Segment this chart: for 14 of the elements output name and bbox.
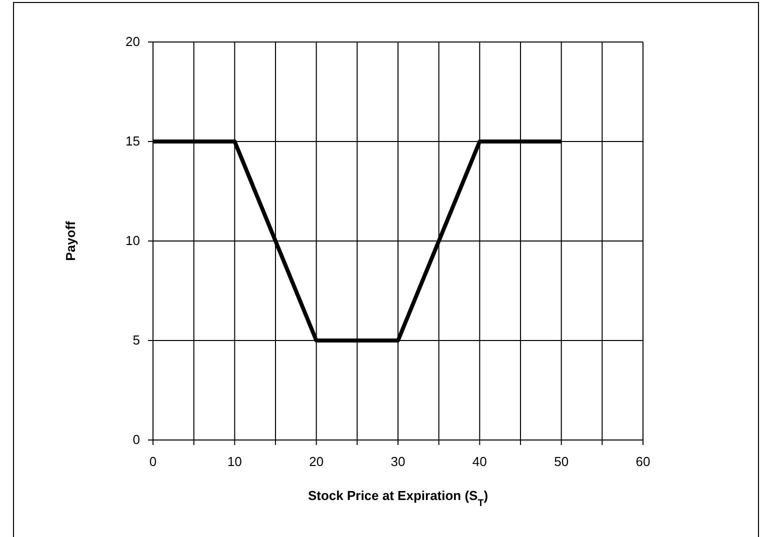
y-tick-label: 10 — [126, 233, 140, 248]
x-tick-label: 40 — [472, 454, 487, 470]
y-tick-label: 15 — [126, 134, 140, 149]
y-tick-label: 20 — [126, 34, 140, 50]
x-tick-label: 10 — [227, 454, 242, 470]
x-tick-label: 60 — [636, 454, 650, 470]
y-tick-label: 0 — [132, 432, 140, 448]
x-tick-label: 0 — [149, 454, 157, 470]
x-tick-label: 20 — [309, 454, 324, 470]
x-tick-label: 50 — [554, 454, 569, 470]
x-axis-title: Stock Price at Expiration (S$_{T}$) — [308, 488, 488, 508]
x-tick-label: 30 — [390, 454, 406, 470]
y-axis-title: Payoff — [63, 220, 78, 261]
y-tick-label: 5 — [132, 332, 140, 348]
